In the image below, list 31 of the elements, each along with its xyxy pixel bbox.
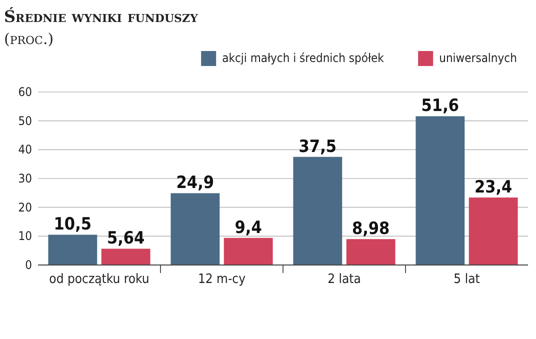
bar [170,193,220,265]
data-label: 8,98 [352,219,390,240]
y-tick-label: 30 [18,172,32,186]
data-label: 23,4 [474,178,512,198]
data-label: 5,64 [106,228,145,249]
bar [416,116,465,265]
bar [101,248,150,265]
x-tick-label: od początku roku [49,272,150,287]
x-tick-label: 12 m-cy [198,272,246,287]
bar [346,239,396,265]
bar [293,156,342,265]
y-tick-label: 20 [18,200,32,214]
y-tick-label: 60 [18,85,32,99]
bar [224,238,273,265]
chart-subtitle: (proc.) [4,30,54,48]
data-label: 9,4 [234,218,262,238]
data-label: 10,5 [54,214,92,235]
legend-label: akcji małych i średnich spółek [222,51,385,65]
bar [468,198,518,265]
y-tick-label: 40 [18,142,32,157]
chart-title: Średnie wyniki funduszy [4,7,198,26]
x-tick-label: 5 lat [454,272,480,287]
data-label: 24,9 [176,173,214,194]
bar [48,234,98,265]
data-label: 51,6 [421,96,460,116]
y-tick-label: 0 [25,258,32,272]
y-tick-label: 50 [18,114,32,128]
y-tick-label: 10 [18,229,32,244]
legend-label: uniwersalnych [439,51,517,65]
data-label: 37,5 [298,136,337,157]
x-tick-label: 2 lata [328,272,361,287]
